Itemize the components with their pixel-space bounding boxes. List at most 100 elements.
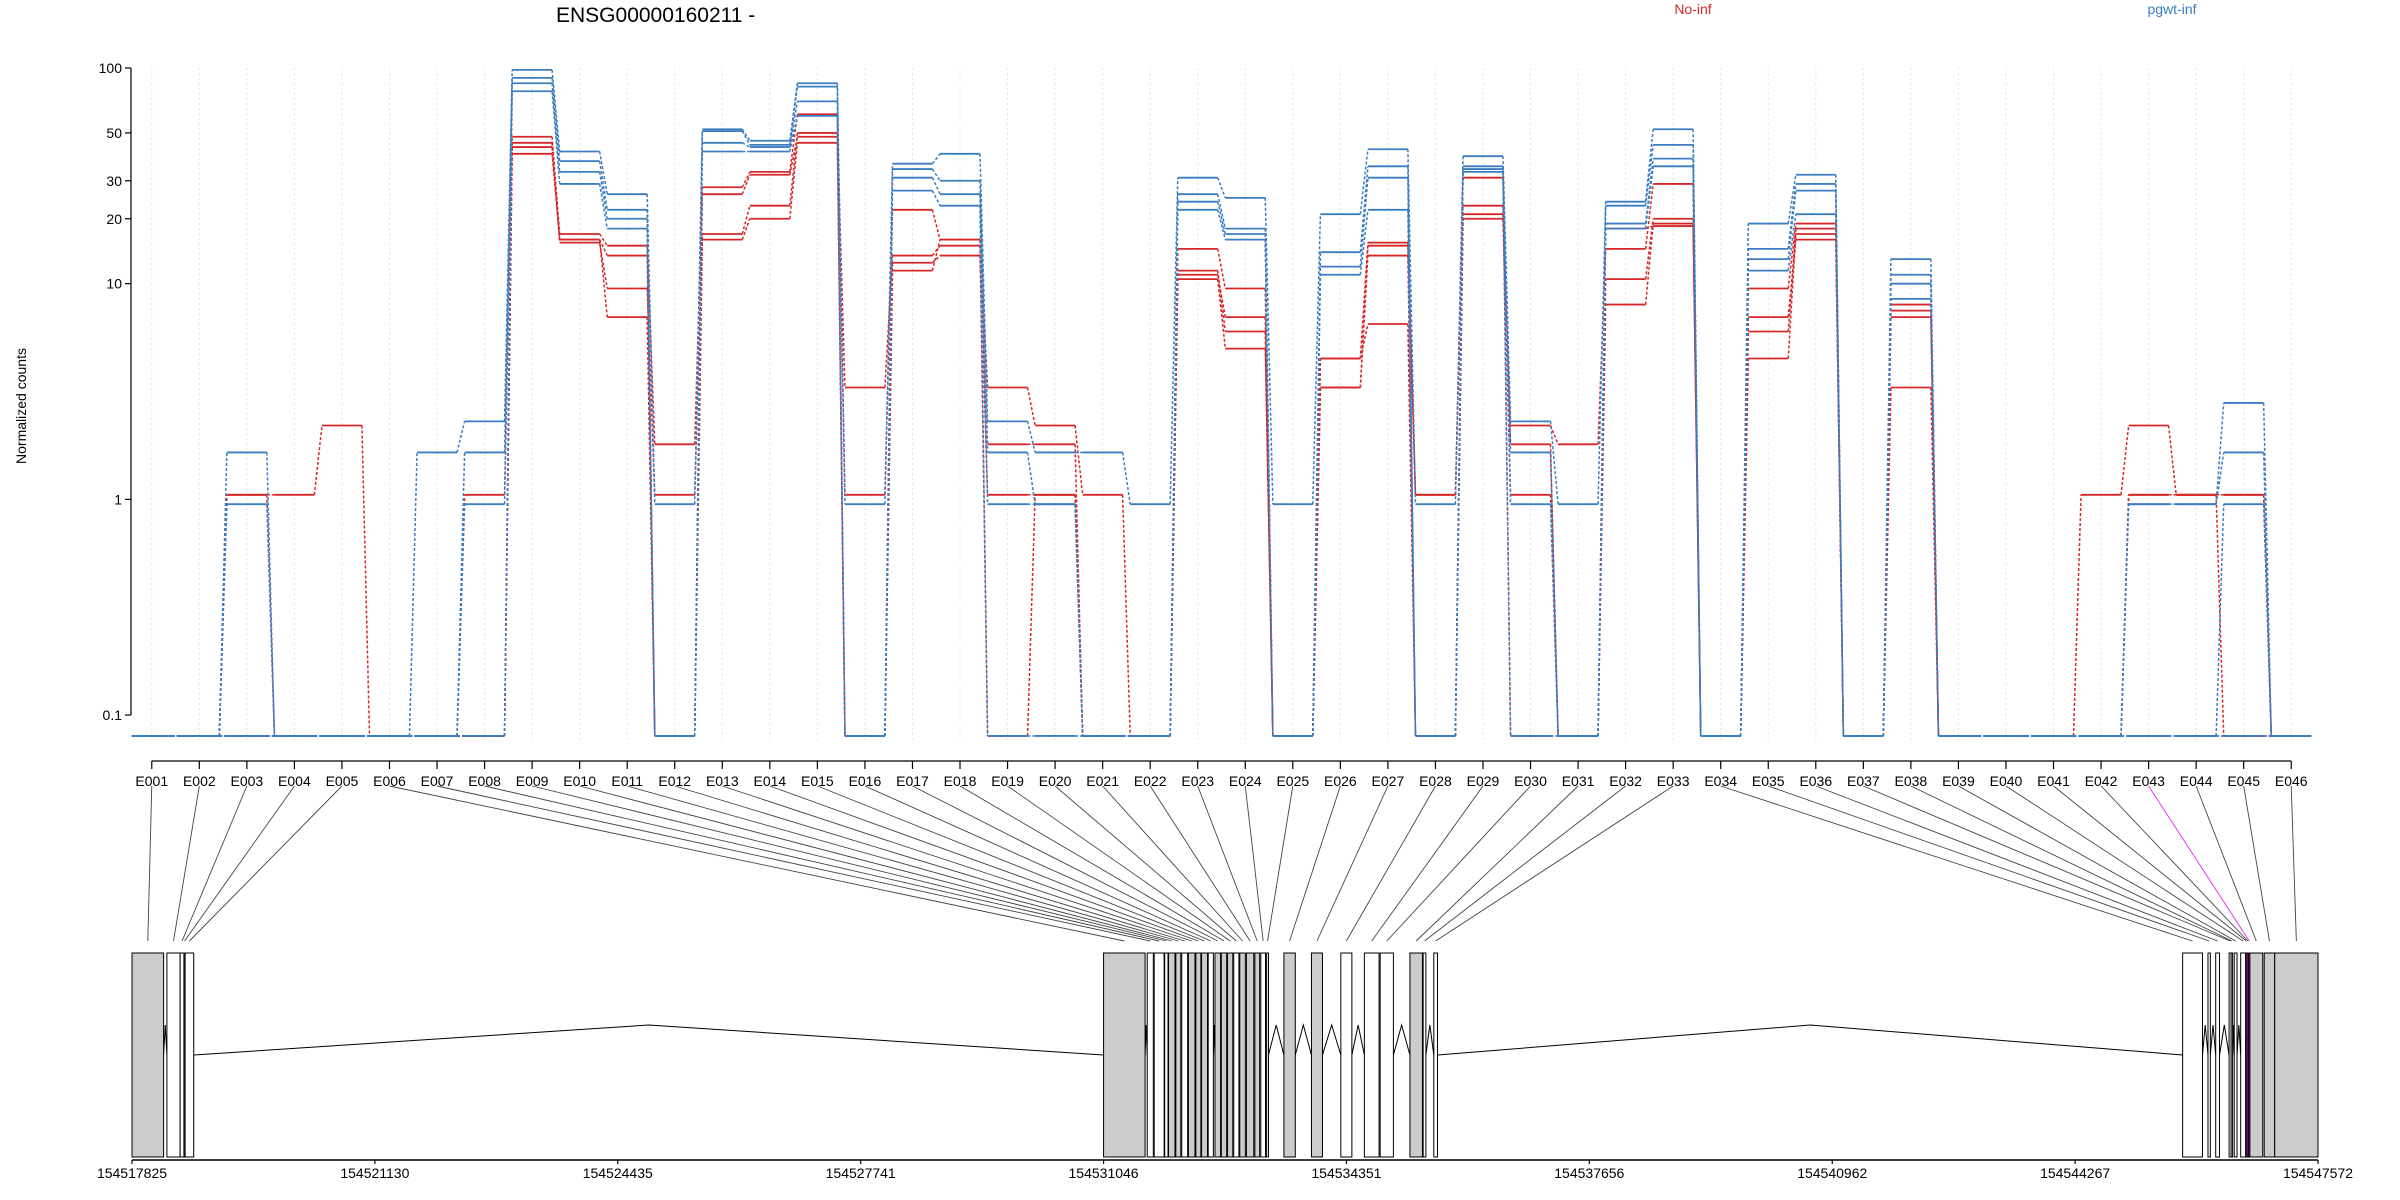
transition-segment <box>1930 298 1940 736</box>
y-axis-label: Normalized counts <box>13 348 29 464</box>
exon-box <box>2230 952 2234 1158</box>
transition-segment <box>1692 158 1702 736</box>
transition-segment <box>266 504 276 736</box>
exon-box <box>1254 952 1261 1158</box>
transition-segment <box>551 69 561 152</box>
exon-box <box>1175 952 1182 1158</box>
coordinate-label: 154547572 <box>2283 1165 2353 1181</box>
y-tick-label: 10 <box>106 276 122 292</box>
transition-segment <box>1359 323 1369 359</box>
exon-connector <box>769 785 1199 942</box>
transition-segment <box>598 161 608 210</box>
coordinate-label: 154521130 <box>340 1165 409 1181</box>
exon-box <box>179 952 185 1158</box>
series-lines <box>131 68 2312 737</box>
transition-segment <box>1359 209 1369 275</box>
y-axis: 0.1 1 10 20 30 50 100 <box>99 60 132 723</box>
transition-segment <box>1264 239 1274 736</box>
transition-segment <box>741 174 751 195</box>
exon-label: E037 <box>1847 773 1880 789</box>
exon-connector <box>1267 785 1294 942</box>
transition-segment <box>1787 233 1797 359</box>
transition-segment <box>1216 177 1227 199</box>
exon-connector <box>2148 785 2250 942</box>
transition-segment <box>598 171 608 219</box>
gene-model <box>131 952 2319 1158</box>
exon-label: E028 <box>1419 773 1452 789</box>
y-tick-label: 50 <box>106 125 122 141</box>
transition-segment <box>1549 421 1559 505</box>
exon-connector <box>532 785 1167 942</box>
exon-connector <box>184 785 295 942</box>
exon-box <box>1227 952 1234 1158</box>
transition-segment <box>2120 425 2130 495</box>
exon-connector <box>1007 785 1231 942</box>
series-line <box>131 76 2312 737</box>
exon-connector <box>1958 785 2236 942</box>
transition-segment <box>266 452 276 736</box>
transition-segment <box>741 171 751 188</box>
exon-box <box>2215 952 2221 1158</box>
transition-segment <box>2072 494 2082 736</box>
transition-segment <box>2215 504 2225 736</box>
exon-connector-lines <box>147 785 2297 942</box>
transition-segment <box>979 205 989 736</box>
transition-segment <box>1644 223 1654 305</box>
exon-label: E010 <box>563 773 596 789</box>
exon-connector <box>2243 785 2270 942</box>
exon-box <box>1363 952 1380 1158</box>
transition-segment <box>1645 225 1654 230</box>
transition-segment <box>1216 248 1227 289</box>
transition-segment <box>1074 425 1084 495</box>
transition-segment <box>1739 248 1750 736</box>
transition-segment <box>741 128 751 142</box>
coordinate-label: 154524435 <box>583 1165 653 1181</box>
exon-connector <box>147 785 153 942</box>
exon-connector <box>1371 785 1484 942</box>
intron <box>163 1024 168 1056</box>
exon-box <box>2207 952 2211 1158</box>
exon-connector <box>1815 785 2218 942</box>
transition-segment <box>2167 425 2177 495</box>
transition-segment <box>1502 171 1512 736</box>
intron <box>1425 1024 1435 1056</box>
coordinate-label: 154527741 <box>826 1165 896 1181</box>
exon-connector <box>2290 785 2297 942</box>
transition-segment <box>931 239 941 271</box>
transition-segment <box>1026 387 1036 426</box>
transition-segment <box>2215 452 2225 505</box>
exon-connector <box>817 785 1205 942</box>
exon-connector <box>674 785 1185 942</box>
coordinate-label: 154537656 <box>1554 1165 1624 1181</box>
transition-segment <box>1169 177 1179 505</box>
exon-box <box>1422 952 1427 1158</box>
series-line <box>131 82 2312 737</box>
transition-segment <box>1882 387 1892 736</box>
exon-box <box>1181 952 1189 1158</box>
transition-segment <box>1312 274 1322 736</box>
transition-segment <box>313 425 323 495</box>
transition-segment <box>456 504 466 736</box>
transition-segment <box>218 504 228 736</box>
exon-connector <box>959 785 1225 942</box>
intron <box>2219 1024 2230 1056</box>
exon-connector <box>1244 785 1264 942</box>
transition-segment <box>693 187 704 445</box>
transition-segment <box>1216 201 1227 235</box>
exon-label: E011 <box>611 773 643 789</box>
transition-segment <box>551 91 561 185</box>
exon-connector <box>189 785 343 942</box>
exon-connector <box>1435 785 1674 942</box>
exon-label: E006 <box>373 773 406 789</box>
transition-segment <box>884 190 894 736</box>
transition-segment <box>1787 174 1797 224</box>
intron <box>1437 1024 2183 1056</box>
exon-connector <box>1768 785 2210 942</box>
transition-segment <box>789 142 799 219</box>
exon-box <box>2240 952 2247 1158</box>
exon-box <box>1220 952 1228 1158</box>
exon-label: E003 <box>231 773 264 789</box>
exon-connector <box>1345 785 1436 942</box>
exon-label: E013 <box>706 773 739 789</box>
